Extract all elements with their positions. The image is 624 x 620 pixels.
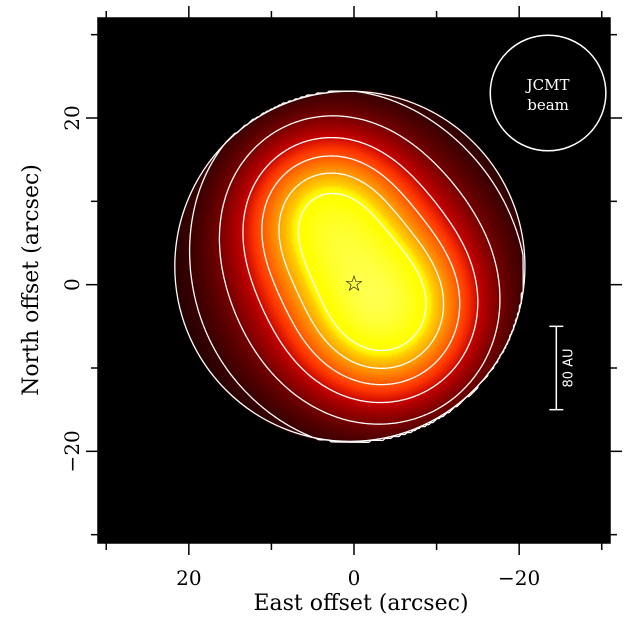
overlays: JCMT beam 80 AU ☆ <box>344 34 607 411</box>
contour-level-5 <box>278 172 445 370</box>
contour-level-4 <box>261 155 461 386</box>
axis-ticks <box>86 6 622 555</box>
y-axis-label: North offset (arcsec) <box>19 164 44 396</box>
x-tick-label: 0 <box>348 566 361 590</box>
contour-level-3 <box>242 136 479 404</box>
x-axis-label: East offset (arcsec) <box>253 591 468 616</box>
contour-level-2 <box>218 115 501 425</box>
axis-tick-labels: 20 0 −20 20 0 −20 <box>60 105 540 590</box>
star-marker: ☆ <box>344 272 364 297</box>
y-tick-label: −20 <box>60 430 84 472</box>
beam-circle <box>489 34 607 152</box>
contour-lines <box>174 90 526 443</box>
y-tick-label: 20 <box>60 105 84 130</box>
y-tick-label: 0 <box>60 278 84 291</box>
x-tick-label: −20 <box>498 566 540 590</box>
beam-label-line1: JCMT <box>525 76 570 94</box>
contour-outer-boundary <box>174 90 526 443</box>
beam-label-line2: beam <box>527 96 569 114</box>
plot-area <box>98 18 610 543</box>
scale-bar-label: 80 AU <box>561 348 576 387</box>
contour-level-6 <box>297 192 427 352</box>
x-tick-label: 20 <box>176 566 201 590</box>
